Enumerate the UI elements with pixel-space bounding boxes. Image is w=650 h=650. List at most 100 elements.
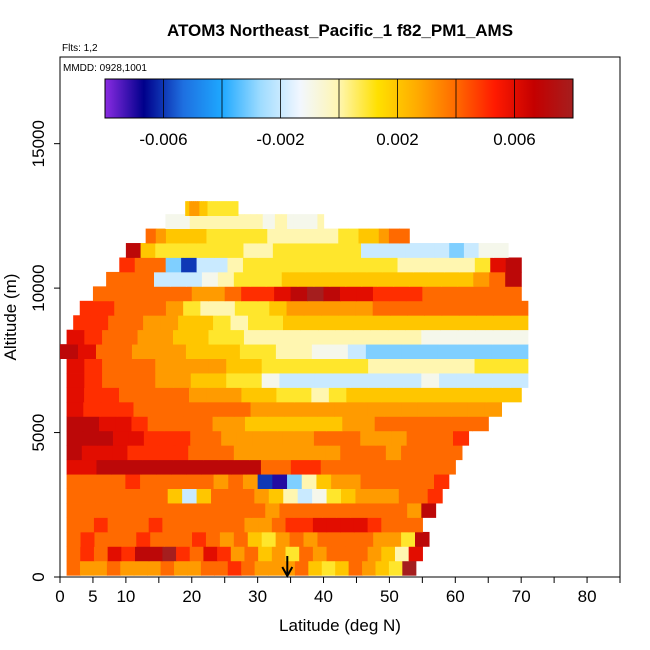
heatmap-cell: [140, 474, 156, 489]
heatmap-cell: [312, 546, 328, 562]
x-tick-label: 10: [116, 587, 135, 606]
heatmap-cell: [274, 286, 292, 302]
heatmap-cell: [258, 243, 274, 258]
heatmap-cell: [505, 257, 522, 273]
heatmap-cell: [190, 358, 210, 374]
heatmap-cell: [115, 416, 133, 432]
heatmap-cell: [66, 459, 83, 475]
y-tick-label: 0: [29, 572, 48, 581]
heatmap-cell: [165, 503, 181, 518]
heatmap-cell: [473, 271, 490, 287]
y-tick-label: 5000: [29, 414, 48, 452]
heatmap-cell: [510, 373, 529, 388]
heatmap-cell: [208, 358, 227, 374]
heatmap-cell: [476, 300, 494, 316]
heatmap-cell: [208, 373, 227, 388]
heatmap-cell: [173, 373, 192, 388]
heatmap-cell: [207, 214, 215, 229]
heatmap-cell: [108, 315, 127, 331]
heatmap-cell: [214, 214, 221, 229]
heatmap-cell: [80, 503, 96, 518]
heatmap-cell: [213, 474, 229, 489]
heatmap-cell: [184, 474, 200, 489]
heatmap-cell: [148, 517, 163, 533]
heatmap-cell: [252, 300, 270, 316]
heatmap-cell: [194, 503, 210, 518]
heatmap-cell: [421, 503, 437, 518]
heatmap-cell: [384, 488, 400, 504]
heatmap-cell: [233, 445, 250, 461]
heatmap-cell: [283, 488, 299, 504]
heatmap-cell: [155, 329, 174, 345]
heatmap-cell: [250, 401, 268, 417]
heatmap-cell: [421, 358, 440, 374]
heatmap-cell: [406, 430, 423, 446]
heatmap-cell: [137, 373, 156, 388]
heatmap-cell: [437, 430, 454, 446]
heatmap-cell: [109, 488, 125, 504]
heatmap-cell: [189, 517, 205, 533]
heatmap-cell: [141, 459, 157, 475]
heatmap-cell: [389, 300, 408, 316]
heatmap-cell: [230, 315, 249, 331]
heatmap-cell: [225, 488, 241, 504]
heatmap-cell: [217, 201, 221, 216]
heatmap-cell: [388, 560, 403, 576]
heatmap-cell: [368, 373, 387, 388]
heatmap-cell: [221, 344, 241, 359]
heatmap-cell: [136, 387, 155, 403]
heatmap-cell: [188, 387, 208, 403]
heatmap-cell: [226, 329, 245, 345]
heatmap-cell: [90, 315, 109, 331]
heatmap-cell: [300, 401, 319, 417]
heatmap-cell: [401, 531, 416, 547]
heatmap-cell: [217, 271, 235, 287]
heatmap-cell: [312, 517, 328, 533]
heatmap-cell: [474, 329, 493, 345]
heatmap-cell: [243, 373, 263, 388]
heatmap-cell: [232, 214, 239, 229]
heatmap-cell: [176, 517, 191, 533]
heatmap-cell: [113, 344, 133, 359]
x-tick-label: 50: [380, 587, 399, 606]
heatmap-cell: [191, 286, 209, 302]
heatmap-cell: [359, 531, 374, 547]
heatmap-cell: [268, 214, 276, 229]
heatmap-cell: [307, 503, 323, 518]
heatmap-cell: [244, 214, 252, 229]
heatmap-cell: [321, 300, 339, 316]
heatmap-cell: [84, 329, 103, 345]
heatmap-cell: [134, 257, 151, 273]
heatmap-cell: [449, 243, 465, 258]
heatmap-cell: [221, 201, 225, 216]
heatmap-cell: [388, 228, 400, 244]
heatmap-cell: [131, 416, 149, 432]
heatmap-cell: [205, 430, 222, 446]
heatmap-cell: [119, 373, 139, 388]
heatmap-cell: [329, 271, 347, 287]
heatmap-cell: [97, 430, 114, 446]
heatmap-cell: [456, 373, 476, 388]
heatmap-cell: [261, 416, 279, 432]
heatmap-cell: [279, 329, 298, 345]
heatmap-cell: [439, 358, 458, 374]
heatmap-cell: [387, 315, 406, 331]
heatmap-cell: [328, 387, 347, 403]
heatmap-cell: [305, 459, 322, 475]
heatmap-cell: [219, 201, 223, 216]
heatmap-cell: [275, 459, 292, 475]
heatmap-cell: [213, 201, 217, 216]
heatmap-cell: [311, 387, 330, 403]
heatmap-cell: [173, 358, 192, 374]
heatmap-cell: [257, 228, 268, 244]
heatmap-cell: [309, 445, 326, 461]
heatmap-cell: [205, 201, 209, 216]
heatmap-cell: [81, 445, 98, 461]
heatmap-cell: [195, 315, 214, 331]
heatmap-cell: [218, 445, 235, 461]
heatmap-cell: [299, 546, 314, 562]
heatmap-cell: [167, 488, 183, 504]
heatmap-cell: [201, 271, 219, 287]
heatmap-cell: [169, 474, 185, 489]
heatmap-cell: [422, 286, 440, 302]
